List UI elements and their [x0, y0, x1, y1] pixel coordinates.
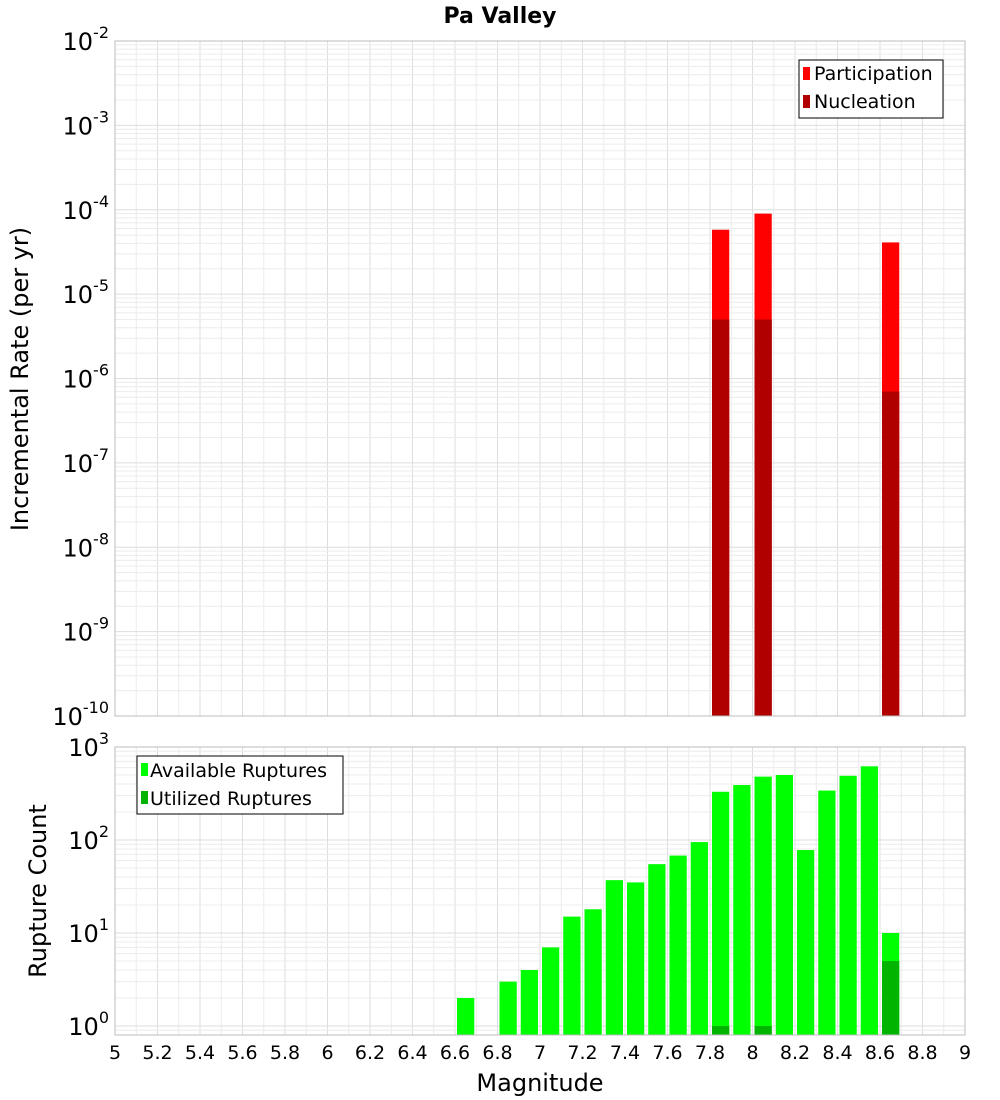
count-y-tick-label: 101: [68, 915, 109, 948]
legend-label-nucleation: Nucleation: [814, 91, 916, 113]
bar-available-ruptures: [648, 864, 666, 1035]
bar-available-ruptures: [712, 791, 730, 1035]
bar-available-ruptures: [818, 790, 836, 1035]
rate-legend: Participation Nucleation: [798, 59, 944, 119]
x-tick-label: 5: [109, 1042, 121, 1064]
x-axis-label: Magnitude: [476, 1069, 603, 1097]
rate-y-tick-label: 10-4: [63, 192, 110, 225]
count-y-tick-label: 103: [68, 729, 109, 762]
legend-swatch-nucleation: [803, 95, 810, 108]
x-tick-label: 5.2: [142, 1042, 172, 1064]
count-y-tick-label: 102: [68, 822, 109, 855]
x-tick-label: 7.4: [610, 1042, 640, 1064]
legend-swatch-utilized: [141, 791, 148, 804]
x-tick-label: 5.8: [270, 1042, 300, 1064]
bar-utilized-ruptures: [712, 1025, 730, 1035]
x-tick-label: 6.2: [355, 1042, 385, 1064]
x-tick-label: 5.6: [227, 1042, 257, 1064]
magnitude-x-ticks: 5 5.2 5.4 5.6 5.8 6 6.2 6.4 6.6 6.8 7 7.2 7.4 7.6 7.8 8…: [109, 1042, 971, 1064]
bar-utilized-ruptures: [882, 960, 900, 1035]
bar-nucleation: [712, 319, 730, 716]
bar-available-ruptures: [563, 916, 581, 1035]
bar-nucleation: [754, 319, 772, 716]
x-tick-label: 6.8: [482, 1042, 512, 1064]
count-y-tick-label: 100: [68, 1008, 109, 1041]
rate-y-tick-label: 10-2: [63, 23, 110, 56]
rate-y-tick-label: 10-5: [63, 276, 110, 309]
count-legend-box: [136, 755, 344, 815]
x-tick-label: 7.6: [652, 1042, 682, 1064]
x-tick-label: 6.6: [440, 1042, 470, 1064]
x-tick-label: 7.8: [695, 1042, 725, 1064]
legend-swatch-available: [141, 763, 148, 776]
bar-available-ruptures: [690, 842, 708, 1035]
bar-available-ruptures: [797, 850, 815, 1035]
rate-y-ticks: 10-10 10-9 10-8 10-7 10-6 10-5 10-4 10-3 10-2: [52, 23, 109, 731]
legend-label-utilized: Utilized Ruptures: [150, 788, 312, 810]
x-tick-label: 8: [746, 1042, 758, 1064]
rate-y-tick-label: 10-7: [63, 445, 110, 478]
bar-available-ruptures: [520, 969, 538, 1035]
x-tick-label: 9: [959, 1042, 971, 1064]
bar-available-ruptures: [860, 766, 878, 1035]
bar-available-ruptures: [605, 880, 623, 1035]
bar-available-ruptures: [457, 997, 475, 1035]
rate-y-tick-label: 10-6: [63, 361, 110, 394]
bar-available-ruptures: [839, 775, 857, 1035]
count-y-axis-label: Rupture Count: [24, 804, 52, 978]
bar-utilized-ruptures: [754, 1025, 772, 1035]
x-tick-label: 8.2: [780, 1042, 810, 1064]
rate-grid: [114, 40, 966, 717]
bar-available-ruptures: [775, 774, 793, 1035]
bar-nucleation: [882, 391, 900, 716]
rate-plot-frame: [114, 40, 966, 717]
bar-available-ruptures: [584, 909, 602, 1035]
x-tick-label: 7: [534, 1042, 546, 1064]
x-tick-label: 8.6: [865, 1042, 895, 1064]
rate-y-axis-label: Incremental Rate (per yr): [6, 227, 34, 531]
count-y-ticks: 100 101 102 103: [68, 729, 109, 1041]
legend-label-available: Available Ruptures: [150, 760, 327, 782]
x-tick-label: 6.4: [397, 1042, 427, 1064]
x-tick-label: 8.4: [822, 1042, 852, 1064]
bar-available-ruptures: [542, 947, 560, 1035]
count-bars: [457, 766, 900, 1035]
count-panel: 100 101 102 103 5 5.2 5.4 5.6 5.8 6 6.2 6.4 6.6 6.8 7…: [24, 729, 971, 1097]
bar-available-ruptures: [754, 776, 772, 1035]
bar-available-ruptures: [499, 981, 517, 1035]
bar-available-ruptures: [669, 855, 687, 1035]
x-tick-label: 7.2: [567, 1042, 597, 1064]
rate-legend-box: [798, 59, 944, 119]
bar-available-ruptures: [627, 882, 645, 1035]
legend-swatch-participation: [803, 67, 810, 80]
count-legend: Available Ruptures Utilized Ruptures: [136, 755, 344, 815]
rate-y-tick-label: 10-9: [63, 614, 110, 647]
rate-bars: [712, 213, 900, 717]
x-tick-label: 6: [321, 1042, 333, 1064]
x-tick-label: 5.4: [185, 1042, 215, 1064]
count-plot-frame: [114, 746, 966, 1036]
bar-available-ruptures: [733, 785, 751, 1035]
rate-y-tick-label: 10-10: [52, 698, 109, 731]
rate-y-tick-label: 10-3: [63, 107, 110, 140]
chart-title: Pa Valley: [443, 4, 556, 29]
x-tick-label: 8.8: [907, 1042, 937, 1064]
legend-label-participation: Participation: [814, 63, 933, 85]
rate-y-tick-label: 10-8: [63, 529, 110, 562]
rate-panel: 10-10 10-9 10-8 10-7 10-6 10-5 10-4 10-3 10-2 In…: [6, 23, 966, 731]
